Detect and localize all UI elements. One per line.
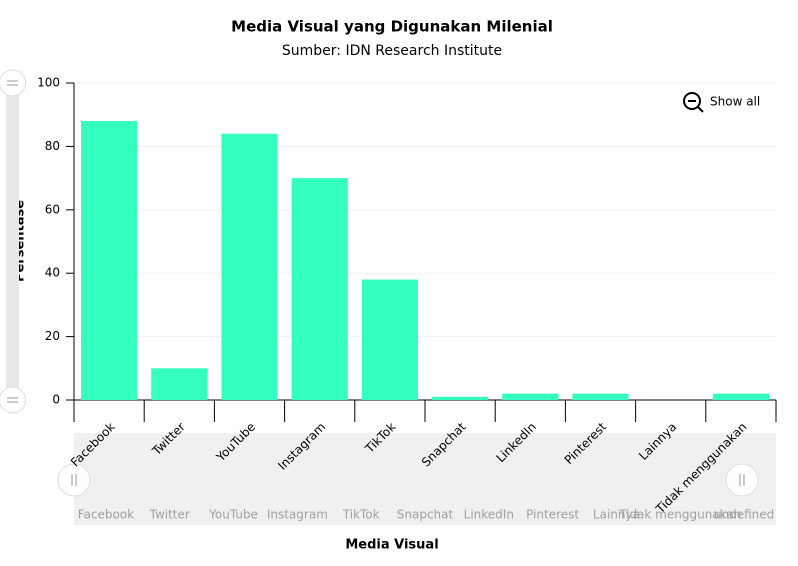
scrollbar-labels: Facebook Twitter YouTube Instagram TikTok Sna…	[78, 508, 775, 522]
zoom-label: Show all	[710, 95, 760, 109]
scrollbar-label: LinkedIn	[464, 508, 514, 522]
chart-subtitle: Sumber: IDN Research Institute	[282, 43, 502, 59]
grip-icon	[71, 474, 77, 486]
bar	[361, 279, 418, 400]
scrollbar-label: Snapchat	[397, 508, 454, 522]
y-tick-label: 0	[52, 393, 60, 407]
bar	[291, 178, 348, 400]
scrollbar-label: TikTok	[342, 508, 380, 522]
scrollbar-label: YouTube	[208, 508, 258, 522]
scrollbar-label: undefined	[714, 508, 774, 522]
h-scrollbar-grip[interactable]	[57, 463, 91, 497]
y-tick-label: 80	[45, 139, 60, 153]
scrollbar-label: Lainnya	[593, 508, 640, 522]
scrollbar-label: Facebook	[78, 508, 134, 522]
x-axis-title: Media Visual	[345, 538, 438, 553]
h-scrollbar-grip[interactable]	[725, 463, 759, 497]
chart-title: Media Visual yang Digunakan Milenial	[231, 18, 553, 36]
bar	[432, 396, 489, 400]
scrollbar-label: Twitter	[149, 508, 190, 522]
scrollbar-label: Instagram	[267, 508, 328, 522]
h-scrollbar[interactable]	[74, 433, 776, 525]
y-tick-label: 40	[45, 266, 60, 280]
y-tick-label: 100	[37, 76, 60, 90]
v-scrollbar-grip[interactable]	[0, 386, 26, 414]
grip-icon	[7, 80, 18, 86]
scrollbar-label: Tidak menggunakan	[618, 508, 741, 522]
zoom-icon	[688, 100, 704, 113]
y-tick-label: 20	[45, 329, 60, 343]
grip-icon	[7, 397, 18, 403]
scrollbar-label: Pinterest	[526, 508, 579, 522]
zoom-out-button[interactable]: Show all	[683, 92, 760, 113]
y-tick-label: 60	[45, 202, 60, 216]
bar	[712, 393, 769, 400]
bar	[221, 133, 278, 400]
zoom-icon	[683, 92, 701, 110]
bar	[151, 368, 208, 400]
v-scrollbar-grip[interactable]	[0, 69, 26, 97]
grip-icon	[739, 474, 745, 486]
v-scrollbar[interactable]	[6, 82, 19, 400]
bar	[502, 393, 559, 400]
bar	[81, 121, 138, 400]
bar	[572, 393, 629, 400]
